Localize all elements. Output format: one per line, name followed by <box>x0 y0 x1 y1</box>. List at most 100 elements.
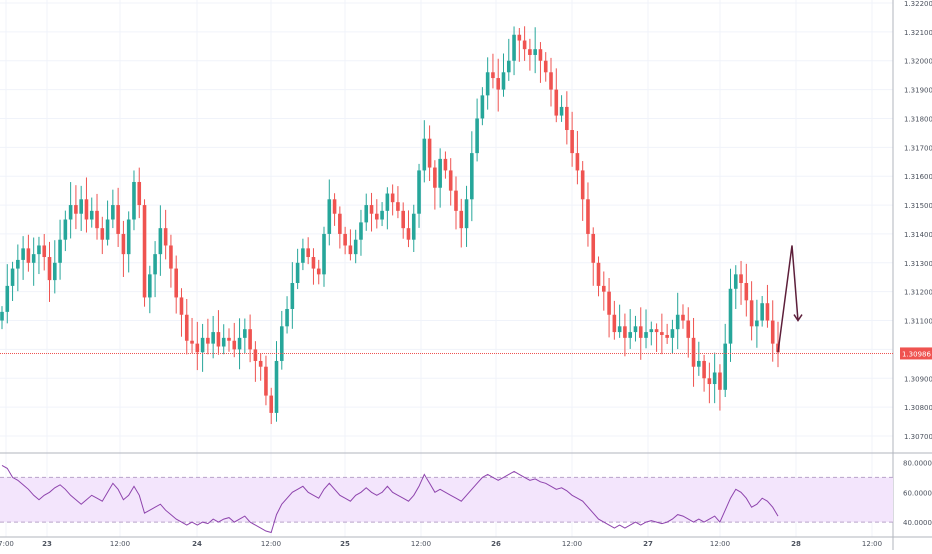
x-tick-label: 12:00 <box>562 540 582 548</box>
candle-body <box>443 158 448 171</box>
candle-body <box>322 233 326 275</box>
rsi-line <box>1 464 779 534</box>
candle-body <box>375 213 379 220</box>
candle-body <box>543 60 548 73</box>
candle-body <box>348 245 353 255</box>
x-tick-label: 12:00 <box>862 540 882 548</box>
candle-body <box>137 181 142 206</box>
y-tick-label: 1.31200 <box>904 289 932 297</box>
candle-body <box>89 210 94 220</box>
candle-body <box>243 329 247 338</box>
rsi-band <box>0 477 893 523</box>
candle-body <box>454 190 458 211</box>
candle-body <box>26 248 31 263</box>
y-tick-label: 1.32000 <box>904 58 932 66</box>
candle-body <box>433 167 437 188</box>
arrow-head <box>793 314 803 322</box>
candle-body <box>702 360 706 379</box>
candle-body <box>744 283 749 301</box>
candle-body <box>686 320 691 338</box>
candle-body <box>533 49 537 55</box>
candle-body <box>755 320 759 327</box>
candle-body <box>116 205 120 234</box>
candle-body <box>459 210 464 229</box>
candle-body <box>290 283 295 309</box>
candle-body <box>601 285 606 292</box>
candle-body <box>264 366 268 396</box>
candle-body <box>464 199 469 229</box>
candle-body <box>311 257 316 269</box>
candle-body <box>16 259 20 269</box>
candle-body <box>179 297 184 315</box>
candle-body <box>338 213 342 234</box>
candle-body <box>470 153 474 200</box>
candle-body <box>295 262 300 284</box>
candle-body <box>100 228 105 240</box>
candle-body <box>549 72 553 90</box>
candle-body <box>649 329 654 333</box>
candle-body <box>475 118 479 154</box>
candle-body <box>506 60 511 73</box>
candle-body <box>496 78 501 90</box>
osc-y-tick-label: 80.0000 <box>903 459 932 467</box>
candle-body <box>105 219 110 240</box>
candle-body <box>343 233 347 246</box>
candle-body <box>248 329 252 350</box>
candle-body <box>411 213 416 240</box>
candle-body <box>485 72 490 96</box>
candle-body <box>111 205 115 220</box>
candle-body <box>84 199 89 220</box>
candle-body <box>332 199 337 214</box>
candle-body <box>501 72 506 90</box>
candle-body <box>570 130 574 154</box>
candle-body <box>79 199 83 214</box>
candle-body <box>760 303 764 321</box>
candle-body <box>517 34 522 41</box>
candle-body <box>380 210 384 220</box>
candle-body <box>401 210 405 229</box>
candle-body <box>232 340 237 350</box>
candle-body <box>68 205 73 220</box>
candle-body <box>638 326 643 338</box>
candle-body <box>617 326 622 333</box>
candle-body <box>148 274 152 298</box>
candle-body <box>359 222 363 240</box>
candle-body <box>258 360 263 367</box>
candle-body <box>633 326 638 333</box>
candle-body <box>448 170 453 191</box>
candle-body <box>52 262 57 281</box>
candle-body <box>670 329 675 338</box>
x-tick-label: 24 <box>192 540 202 548</box>
candle-body <box>169 245 173 269</box>
candle-body <box>121 233 126 255</box>
candle-body <box>596 262 601 286</box>
y-tick-label: 1.30700 <box>904 433 932 441</box>
candle-body <box>575 153 580 171</box>
candle-body <box>269 395 274 413</box>
candle-body <box>306 248 310 258</box>
candle-body <box>163 228 168 246</box>
candle-body <box>385 193 390 211</box>
candle-body <box>697 360 701 367</box>
candle-body <box>253 349 258 361</box>
candle-body <box>739 274 743 284</box>
x-tick-label: 25 <box>340 540 350 548</box>
candle-body <box>528 49 532 55</box>
x-tick-label: 28 <box>791 540 801 548</box>
candle-body <box>200 337 205 353</box>
candle-body <box>728 288 733 344</box>
y-tick-label: 1.30800 <box>904 404 932 412</box>
y-tick-label: 1.31600 <box>904 173 932 181</box>
candle-body <box>195 343 200 353</box>
y-tick-label: 1.32100 <box>904 29 932 37</box>
candle-body <box>211 332 215 344</box>
candle-body <box>765 303 770 321</box>
candle-body <box>316 268 321 275</box>
candle-body <box>559 106 564 116</box>
osc-y-tick-label: 40.0000 <box>903 519 932 527</box>
candle-body <box>675 314 680 330</box>
candle-body <box>654 329 659 333</box>
candle-body <box>390 193 395 203</box>
